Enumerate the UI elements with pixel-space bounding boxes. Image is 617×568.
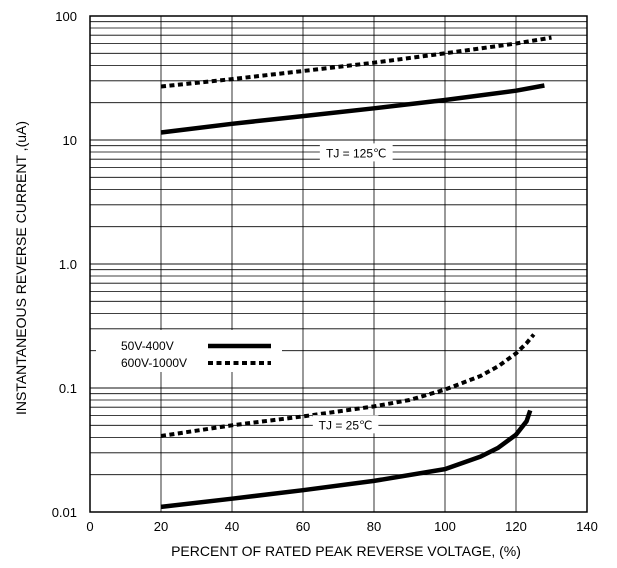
series-line (160, 333, 536, 438)
series-line (160, 35, 552, 89)
x-tick-label: 80 (367, 519, 381, 534)
x-tick-label: 60 (296, 519, 310, 534)
y-tick-label: 0.1 (59, 381, 77, 396)
x-tick-label: 0 (86, 519, 93, 534)
plot-frame (89, 15, 588, 513)
y-tick-labels: 0.01 0.1 1.0 10 100 (52, 9, 77, 520)
series-line (160, 83, 545, 135)
series-layer (160, 35, 552, 510)
x-tick-label: 20 (154, 519, 168, 534)
annotation-label: TJ = 125℃ (326, 146, 387, 160)
x-tick-label: 100 (434, 519, 456, 534)
grid-lines (90, 16, 587, 512)
x-tick-label: 140 (576, 519, 598, 534)
x-tick-label: 120 (505, 519, 527, 534)
y-tick-label: 0.01 (52, 505, 77, 520)
annotation-label: TJ = 25℃ (319, 418, 373, 432)
y-tick-label: 100 (55, 9, 77, 24)
annotation-background (319, 143, 393, 162)
x-axis-label: PERCENT OF RATED PEAK REVERSE VOLTAGE, (… (171, 543, 521, 559)
y-tick-label: 1.0 (59, 257, 77, 272)
series-line (160, 409, 533, 510)
x-tick-label: 40 (225, 519, 239, 534)
x-tick-labels: 0 20 40 60 80 100 120 140 (86, 519, 597, 534)
legend-label: 600V-1000V (121, 356, 187, 370)
y-tick-label: 10 (63, 133, 77, 148)
legend-label: 50V-400V (121, 339, 174, 353)
legend: 50V-400V 600V-1000V (96, 330, 282, 372)
y-axis-label: INSTANTANEOUS REVERSE CURRENT ,(uA) (13, 121, 29, 415)
annotation-background (312, 415, 379, 434)
annotation-layer: TJ = 125℃ TJ = 25℃ (312, 143, 393, 434)
